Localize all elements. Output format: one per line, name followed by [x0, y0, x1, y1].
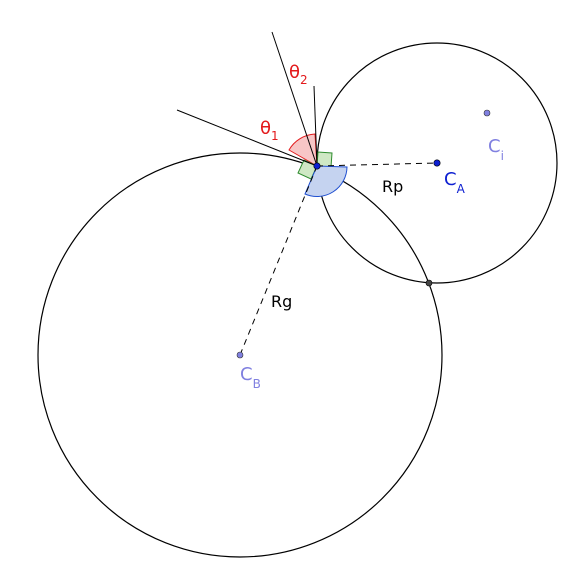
contact-point — [313, 162, 321, 170]
theta-angle-marker — [288, 133, 318, 167]
theta2-subscript: 2 — [300, 73, 308, 87]
theta1-subscript: 1 — [271, 129, 279, 143]
radius-rp-line — [316, 162, 438, 167]
center-i-label: Ci — [488, 136, 504, 163]
center-i-point — [483, 109, 491, 117]
blue-angle-marker — [304, 165, 348, 197]
center-b-subscript: B — [253, 377, 261, 391]
center-a-label: CA — [444, 169, 466, 196]
center-b-label: CB — [240, 364, 261, 391]
center-i-subscript: i — [501, 149, 504, 163]
gear-circle — [37, 152, 443, 558]
rg-label: Rg — [271, 292, 292, 311]
center-b-point — [236, 351, 244, 359]
line-vertical — [313, 85, 318, 167]
theta1-label: θ1 — [260, 118, 279, 143]
center-a-point — [433, 159, 441, 167]
intersection-point — [425, 279, 433, 287]
center-a-subscript: A — [457, 182, 466, 196]
line-theta1 — [176, 109, 318, 167]
radius-rg-line — [239, 165, 318, 356]
line-theta2 — [271, 31, 318, 167]
theta2-label: θ2 — [289, 62, 308, 87]
rp-label: Rp — [382, 177, 403, 196]
